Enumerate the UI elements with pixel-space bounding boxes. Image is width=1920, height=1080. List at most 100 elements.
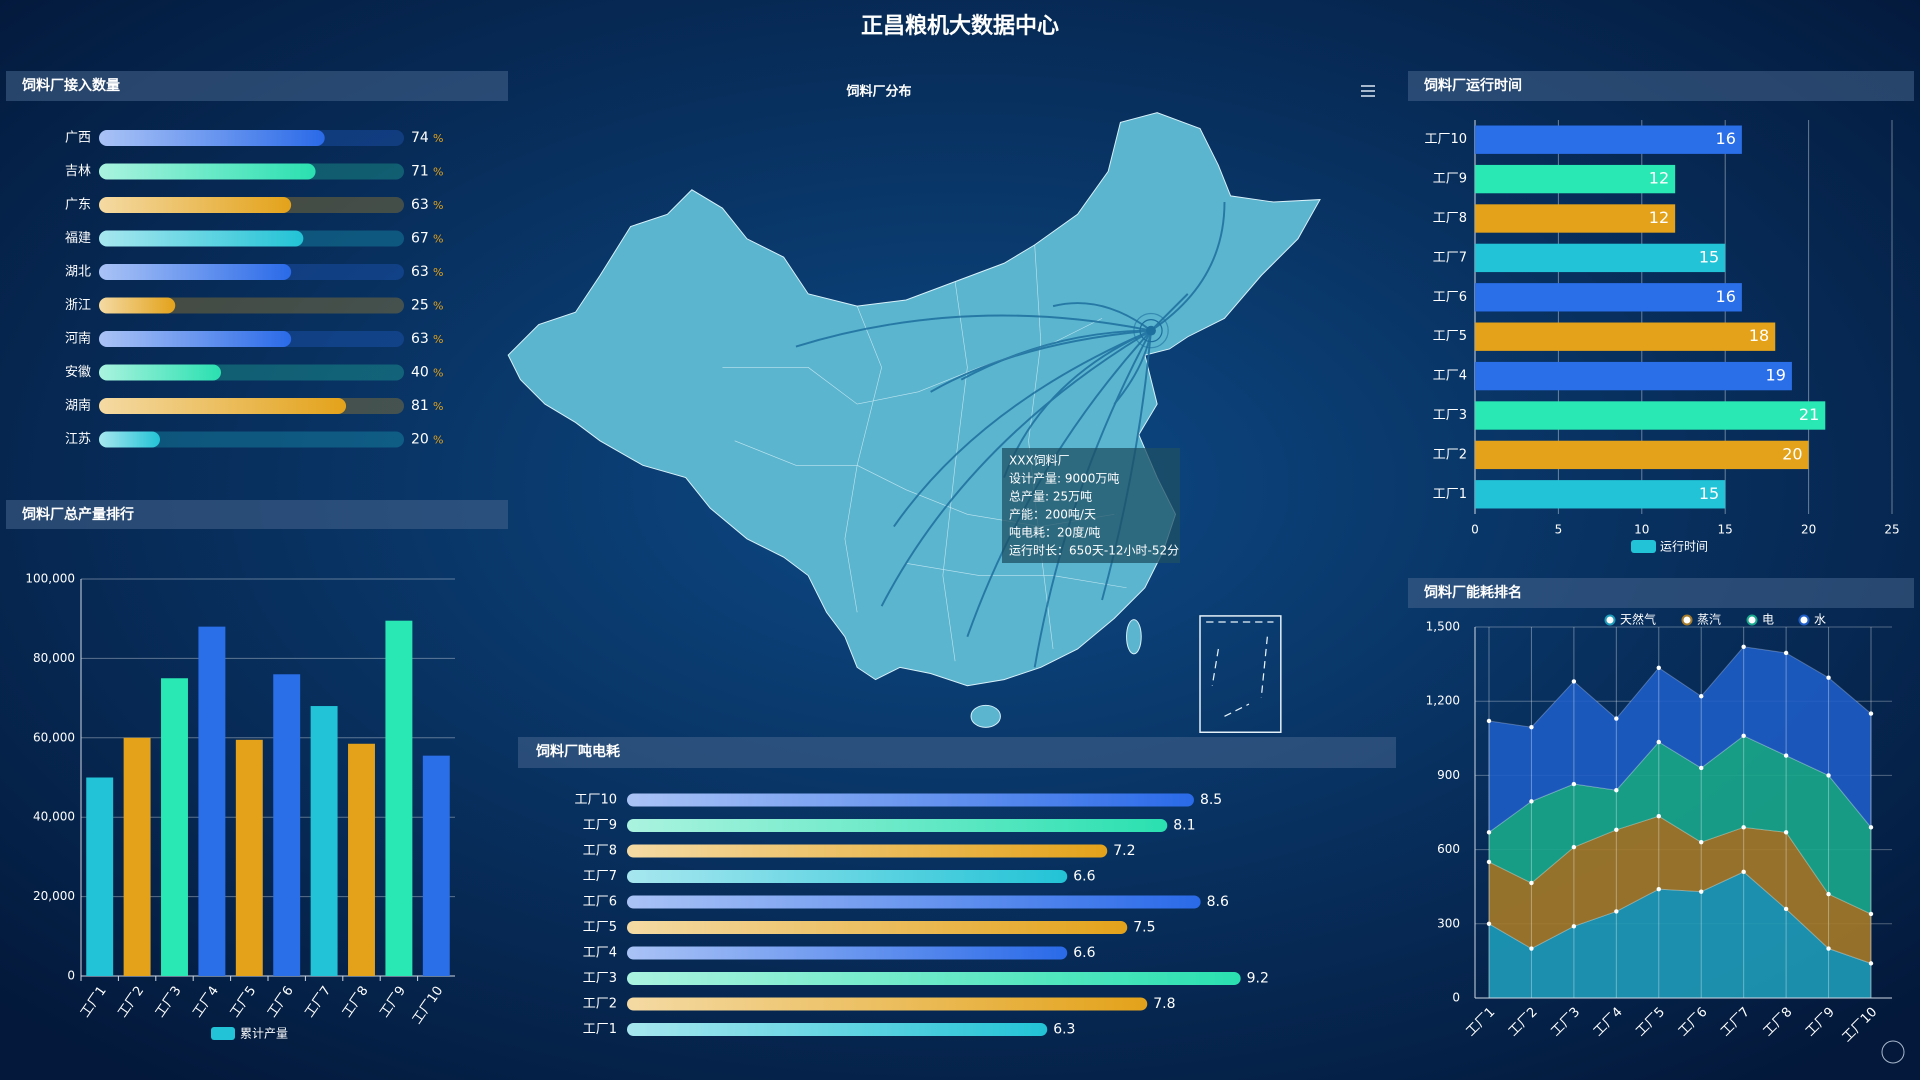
point: [1656, 665, 1661, 671]
unit-label: %: [433, 333, 443, 346]
point: [1571, 844, 1577, 850]
point: [1868, 961, 1874, 966]
bar: [1475, 401, 1826, 430]
point: [1741, 825, 1746, 830]
category-label: 吉林: [65, 164, 91, 179]
panel-title: 饲料厂接入数量: [21, 77, 120, 94]
legend-label: 电: [1762, 613, 1774, 627]
x-tick-label: 0: [1471, 523, 1479, 537]
x-tick-label: 5: [1555, 523, 1563, 537]
progress-bar: [99, 130, 325, 146]
category-label: 工厂6: [1433, 290, 1467, 305]
bar: [627, 1023, 1048, 1036]
unit-label: %: [433, 434, 443, 447]
menu-icon[interactable]: [1361, 85, 1375, 97]
unit-label: %: [433, 400, 443, 413]
tooltip-line: 吨电耗：20度/吨: [1009, 525, 1100, 540]
legend-marker: [1681, 614, 1693, 626]
category-label: 湖北: [65, 265, 91, 280]
category-label: 工厂10: [1424, 132, 1467, 147]
point: [1783, 830, 1789, 835]
value-label: 16: [1716, 287, 1736, 306]
bar: [627, 819, 1168, 832]
bar: [627, 895, 1201, 909]
value-label: 8.1: [1173, 818, 1195, 834]
tooltip-line: 设计产量: 9000万吨: [1009, 472, 1119, 486]
point: [1614, 909, 1619, 914]
bar: [1475, 361, 1792, 391]
value-label: 63: [411, 197, 429, 213]
progress-bar: [99, 398, 347, 414]
legend-label: 运行时间: [1660, 540, 1708, 554]
category-label: 工厂9: [1433, 172, 1467, 187]
tooltip-line: 运行时长：650天-12小时-52分: [1009, 544, 1179, 558]
value-label: 21: [1799, 405, 1819, 424]
point: [1699, 889, 1704, 894]
category-label: 河南: [65, 331, 91, 347]
tooltip: [1002, 448, 1180, 563]
bar: [1475, 164, 1676, 194]
tooltip-line: 总产量: 25万吨: [1009, 490, 1092, 504]
point: [1699, 839, 1704, 845]
point: [1868, 911, 1874, 917]
category-label: 安徽: [65, 365, 91, 380]
panel-header: [6, 71, 508, 101]
point: [1571, 679, 1577, 684]
value-label: 20: [411, 432, 429, 448]
category-label: 工厂5: [1433, 329, 1467, 344]
legend-label: 天然气: [1620, 612, 1656, 627]
y-tick-label: 300: [1437, 916, 1460, 930]
point: [1529, 880, 1534, 886]
value-label: 25: [411, 298, 429, 314]
value-label: 15: [1699, 247, 1719, 266]
value-label: 18: [1749, 326, 1769, 345]
bar: [385, 620, 413, 976]
progress-bar: [99, 364, 221, 381]
unit-label: %: [433, 300, 443, 313]
point: [1826, 773, 1831, 778]
point: [1614, 827, 1619, 833]
y-tick-label: 20,000: [33, 889, 75, 903]
point: [1741, 733, 1746, 739]
progress-bar: [99, 431, 160, 448]
category-label: 工厂2: [583, 997, 617, 1012]
category-label: 工厂6: [583, 895, 617, 910]
category-label: 湖南: [65, 398, 91, 414]
point: [1571, 924, 1577, 929]
y-tick-label: 0: [67, 969, 75, 983]
category-label: 工厂1: [583, 1022, 617, 1037]
legend-marker: [1798, 614, 1810, 626]
track: [99, 431, 404, 448]
point: [1656, 739, 1661, 745]
tooltip-line: XXX饲料厂: [1009, 454, 1070, 468]
x-tick-label: 15: [1718, 523, 1733, 537]
unit-label: %: [433, 266, 443, 279]
panel-title: 饲料厂运行时间: [1423, 77, 1522, 94]
panel-header: [1408, 578, 1914, 608]
value-label: 71: [411, 164, 429, 180]
point: [1868, 825, 1874, 830]
unit-label: %: [433, 166, 443, 179]
category-label: 工厂9: [583, 818, 617, 833]
bar: [1475, 440, 1809, 470]
value-label: 8.6: [1207, 894, 1229, 910]
value-label: 6.6: [1073, 869, 1095, 885]
progress-bar: [99, 297, 176, 314]
point: [1529, 724, 1534, 730]
value-label: 19: [1766, 366, 1786, 385]
point: [1614, 788, 1619, 793]
value-label: 15: [1699, 484, 1719, 503]
category-label: 广西: [65, 131, 91, 146]
bar: [235, 739, 263, 976]
category-label: 工厂3: [583, 971, 617, 986]
legend-swatch: [211, 1027, 235, 1040]
point: [1529, 799, 1534, 804]
point: [1741, 869, 1746, 875]
progress-bar: [99, 331, 292, 347]
y-tick-label: 1,500: [1426, 620, 1460, 634]
panel-header: [1408, 71, 1914, 101]
value-label: 40: [411, 365, 429, 381]
y-tick-label: 600: [1437, 842, 1460, 856]
more-button[interactable]: [1881, 1040, 1905, 1064]
bar: [1475, 243, 1726, 273]
